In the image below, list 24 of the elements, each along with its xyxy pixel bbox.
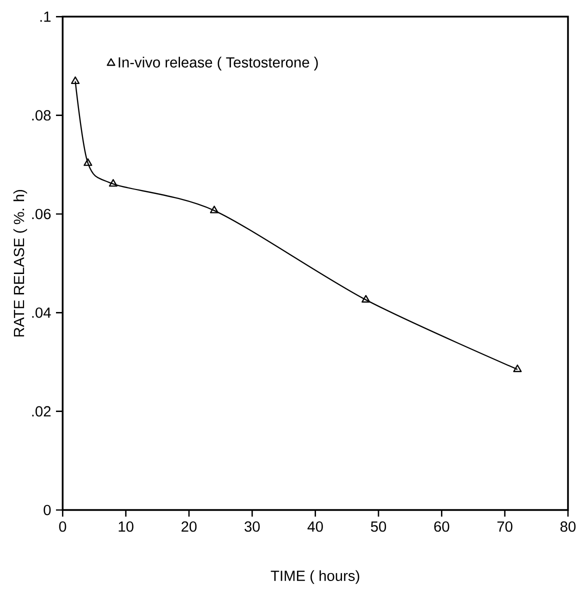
point: [210, 206, 219, 214]
y-axis-title: RATE RELASE ( %. h): [13, 190, 28, 336]
x-tick-label: 50: [370, 521, 386, 532]
point: [108, 179, 118, 187]
x-tick-label: 60: [434, 521, 450, 532]
point: [84, 158, 92, 166]
legend-label: In-vivo release ( Testosterone ): [118, 56, 318, 70]
x-tick-label: 30: [244, 521, 260, 532]
x-axis-title: TIME ( hours): [270, 570, 360, 584]
x-tick-label: 10: [118, 521, 134, 532]
x-tick-label: 70: [497, 521, 512, 532]
y-tick-label: .02: [32, 406, 51, 417]
y-tick-label: .06: [32, 208, 51, 220]
point: [362, 294, 370, 303]
y-tick-label: .04: [32, 307, 51, 318]
point: [513, 364, 522, 372]
y-tick-label: .08: [32, 110, 51, 121]
x-tick-label: 20: [182, 521, 197, 532]
y-tick-label: .1: [40, 12, 51, 22]
x-tick-label: 80: [560, 521, 576, 532]
x-tick-label: 0: [59, 521, 66, 532]
y-tick-label: 0: [44, 504, 51, 516]
x-tick-label: 40: [308, 521, 323, 532]
point: [71, 76, 80, 84]
